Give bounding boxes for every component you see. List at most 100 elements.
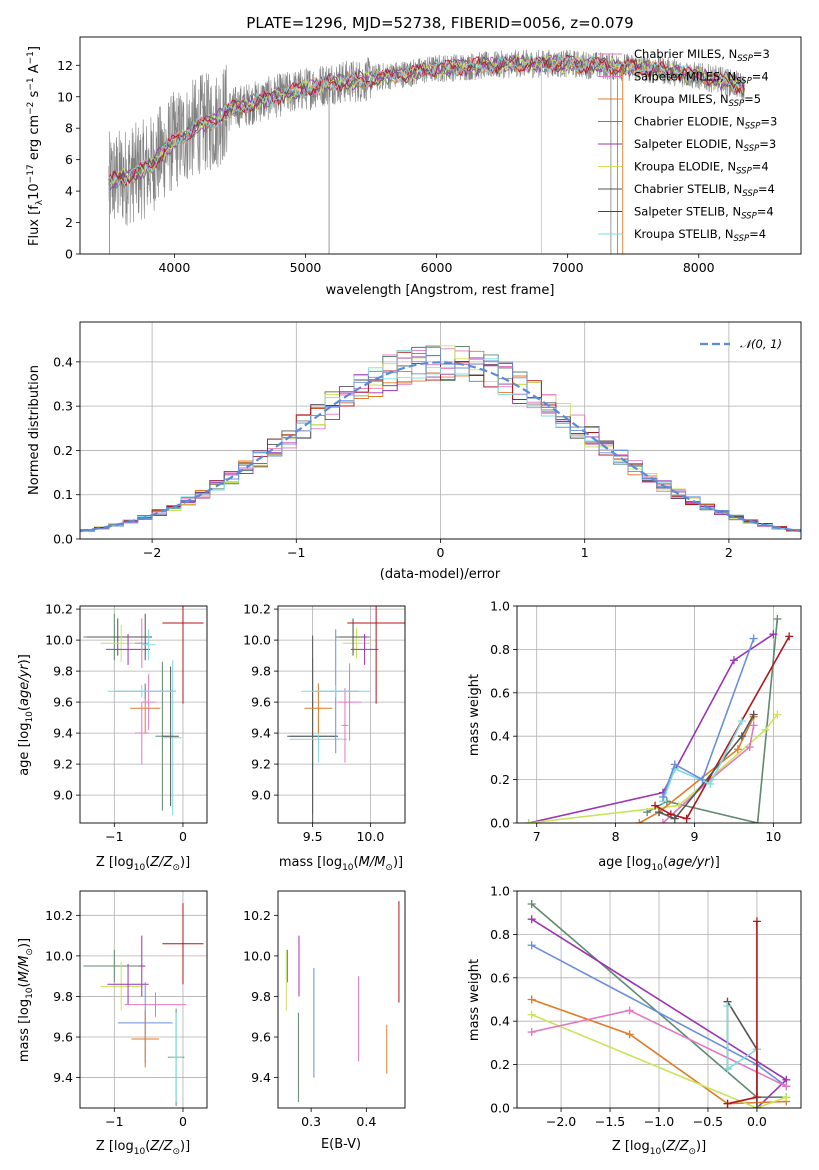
y-tick-label: 10.2 [45,602,73,617]
legend-label-part: Kroupa MILES, N [634,92,729,106]
x-tick-label: 7 [533,829,541,844]
x-axis-label: mass [log10(M/M⊙)] [279,855,403,873]
x-axis-label: (data-model)/error [380,567,501,582]
y-axis-label-part: mass [log [17,999,32,1062]
residual-histogram-panel: −2 −1 0 1 2 0.0 0.1 0.2 0.3 0.4 𝒩(0, 1) (data-mode… [27,321,802,582]
weight-marker [527,915,536,924]
age-vs-metallicity-panel: −1 09.09.29.49.69.810.010.2Z [log10(Z/Z⊙)… [17,602,208,873]
x-tick-label: −1.5 [595,1114,625,1129]
x-tick-label: 0 [179,829,187,844]
y-axis-label-part: Flux [f [27,205,42,246]
y-tick-label: 0.8 [490,927,510,942]
x-axis-label-part: Z [log [96,855,134,870]
x-tick-label: 9.5 [303,829,323,844]
x-axis-label-part: age [log [598,855,651,870]
legend-label-part: SSP [736,167,752,177]
legend-label: Chabrier ELODIE, NSSP=3 [634,115,777,132]
weight-marker [524,819,533,823]
model-spectrum [108,54,745,187]
weight-marker [785,632,794,641]
x-tick-label: 10 [765,829,781,844]
y-axis-label: Normed distribution [27,365,42,495]
y-tick-label: 0.2 [490,1057,510,1072]
x-axis-label: Z [log10(Z/Z⊙)] [96,1139,190,1157]
weight-marker [769,630,778,639]
x-axis-label-part: ⊙ [385,863,393,873]
mass-vs-metallicity-panel: −1 09.49.69.810.010.2Z [log10(Z/Z⊙)]mass … [17,890,208,1157]
y-tick-label: 0.2 [490,772,510,787]
y-axis-label-part: ⊙ [25,948,35,956]
x-axis-label-part: mass [log [279,855,342,870]
weight-marker [782,1093,791,1102]
residual-histogram [80,346,801,531]
x-axis-label-part: ( [354,855,359,870]
y-tick-label: 0.2 [53,443,73,458]
x-tick-label: −2.0 [546,1114,576,1129]
y-tick-label: 2 [65,215,73,230]
legend-label-part: Salpeter STELIB, N [634,205,741,219]
legend-label-part: =3 [760,115,777,129]
y-tick-label: 10.2 [243,602,271,617]
x-axis-label-part: Z/Z [149,1139,173,1154]
x-axis-label-part: ( [145,855,150,870]
x-tick-label: 10.0 [356,829,384,844]
y-axis-label-part: ( [17,706,32,711]
y-axis-label-part: 10 [25,987,35,999]
x-tick-label: 0.3 [301,1114,321,1129]
x-axis-label-part: 10 [134,1147,146,1157]
y-axis-label-part: age [log [17,723,32,776]
plot-area [517,606,801,823]
mass-vs-extinction-panel: 0.3 0.4 9.4 9.6 9.8 10.0 10.2 E(B-V) [243,890,406,1152]
x-axis-label: wavelength [Angstrom, rest frame] [326,283,555,298]
legend-label: Salpeter ELODIE, NSSP=3 [634,137,776,154]
weight-marker [773,710,782,719]
legend-label-part: =4 [752,70,769,84]
y-tick-label: 9.8 [53,664,73,679]
x-axis-label-part: )] [696,1139,706,1154]
y-tick-label: 9.2 [251,757,271,772]
weight-marker [527,995,536,1004]
weight-marker [527,900,536,909]
y-tick-label: 9.0 [251,788,271,803]
weight-marker [527,1028,536,1037]
legend-label-part: Salpeter ELODIE, N [634,137,744,151]
x-axis-label-part: )] [180,1139,190,1154]
axes-frame [79,36,802,255]
x-tick-label: −0.5 [693,1114,723,1129]
x-axis-label-part: )] [393,855,403,870]
weight-marker [749,710,758,719]
axes-frame [277,605,406,824]
x-tick-label: 6000 [421,260,453,275]
axes-frame [277,890,406,1109]
legend-label-part: SSP [729,99,745,109]
axes-frame [516,890,802,1109]
weight-marker [723,1064,732,1073]
y-tick-label: 0.4 [490,1014,510,1029]
x-tick-label: 5000 [290,260,322,275]
y-tick-label: 0.0 [53,532,73,547]
legend-label-part: =3 [759,137,776,151]
figure-title: PLATE=1296, MJD=52738, FIBERID=0056, z=0… [246,14,633,32]
y-tick-label: 9.6 [251,695,271,710]
legend-label-part: SSP [737,54,753,64]
weight-marker [752,917,761,926]
x-axis-label-part: ⊙ [688,1147,696,1157]
spectrum-panel: 4000 5000 6000 7000 8000 0 2 4 6 8 10 12 Chabrier MI… [26,36,802,298]
legend-label-part: =5 [744,92,761,106]
weight-marker [706,779,715,788]
weight-marker [723,1002,732,1011]
x-axis-label-part: 10 [134,863,146,873]
legend-label-part: SSP [742,189,758,199]
y-tick-label: 0.1 [53,487,73,502]
plot-content [285,901,400,1102]
y-tick-label: 9.8 [251,989,271,1004]
x-tick-label: 2 [725,545,733,560]
plot-content [83,903,204,1106]
y-axis-label-part: −2 [26,102,36,115]
weight-line [531,1013,787,1108]
legend-label-part: =3 [753,47,770,61]
y-axis-label-part: M/M [17,956,32,983]
weight-marker [655,808,663,817]
legend-label-part: =4 [752,160,769,174]
weight-marker [733,745,742,754]
